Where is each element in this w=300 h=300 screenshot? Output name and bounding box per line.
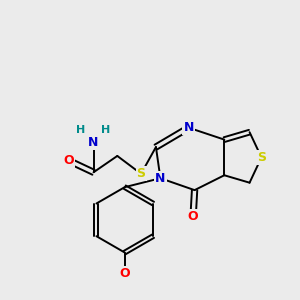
Text: N: N xyxy=(155,172,166,185)
Text: S: S xyxy=(136,167,146,180)
Text: O: O xyxy=(119,267,130,280)
Text: S: S xyxy=(257,151,266,164)
Text: N: N xyxy=(88,136,99,149)
Text: O: O xyxy=(63,154,74,167)
Text: H: H xyxy=(76,125,86,135)
Text: H: H xyxy=(101,125,111,135)
Text: N: N xyxy=(184,121,194,134)
Text: O: O xyxy=(188,210,198,224)
